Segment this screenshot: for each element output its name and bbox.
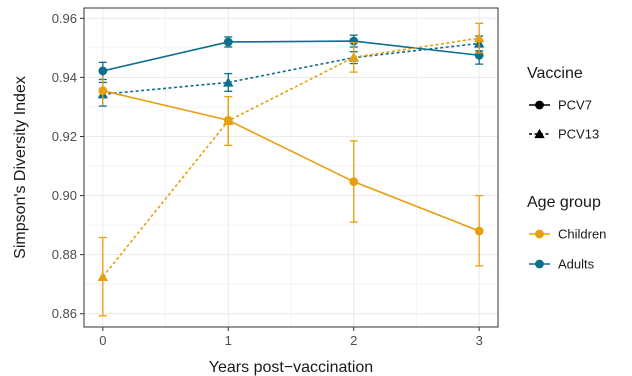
legend-title-vaccine: Vaccine: [527, 65, 583, 82]
triangle-marker-icon: [534, 128, 545, 139]
y-tick-label: 0.88: [52, 247, 77, 262]
data-point: [474, 226, 484, 236]
y-tick-label: 0.94: [52, 70, 77, 85]
legend-title-age-group: Age group: [527, 194, 601, 211]
x-tick-label: 1: [225, 333, 232, 348]
data-point: [98, 66, 108, 76]
legend-label: Children: [558, 227, 606, 242]
data-point: [98, 86, 108, 96]
data-point: [349, 177, 359, 187]
legend: Vaccine PCV7 PCV13 Age group Children Adults: [527, 65, 606, 272]
x-axis-title: Years post−vaccination: [209, 359, 373, 376]
series-line: [102, 89, 480, 232]
data-point: [97, 271, 109, 281]
y-tick-label: 0.96: [52, 11, 77, 26]
x-tick-label: 3: [476, 333, 483, 348]
data-point: [223, 77, 234, 87]
legend-item-children: Children: [529, 227, 606, 242]
data-point: [473, 32, 485, 43]
plot-series: [97, 22, 485, 317]
y-tick-label: 0.90: [52, 188, 77, 203]
plot-panel-border: [83, 7, 499, 328]
series-children-pcv13: [97, 22, 485, 317]
data-point: [349, 36, 359, 46]
y-tick-label: 0.92: [52, 129, 77, 144]
grid: [84, 8, 498, 327]
legend-item-adults: Adults: [529, 257, 595, 272]
axes: 0.86 0.88 0.90 0.92 0.94 0.96 0 1 2 3: [52, 11, 483, 348]
series-line: [102, 42, 480, 96]
circle-marker-icon: [535, 100, 544, 110]
circle-marker-icon: [535, 259, 544, 269]
legend-label: PCV7: [558, 98, 592, 113]
circle-marker-icon: [535, 229, 544, 239]
legend-item-pcv13: PCV13: [529, 127, 599, 142]
legend-item-pcv7: PCV7: [529, 98, 592, 113]
legend-label: PCV13: [558, 127, 599, 142]
x-tick-label: 0: [99, 333, 106, 348]
data-point: [223, 115, 234, 125]
x-tick-label: 2: [350, 333, 357, 348]
y-tick-label: 0.86: [52, 306, 77, 321]
data-point: [223, 37, 233, 47]
data-point: [348, 52, 359, 62]
y-axis-title: Simpson's Diversity Index: [12, 76, 29, 259]
legend-label: Adults: [558, 257, 595, 272]
series-line: [102, 37, 480, 278]
